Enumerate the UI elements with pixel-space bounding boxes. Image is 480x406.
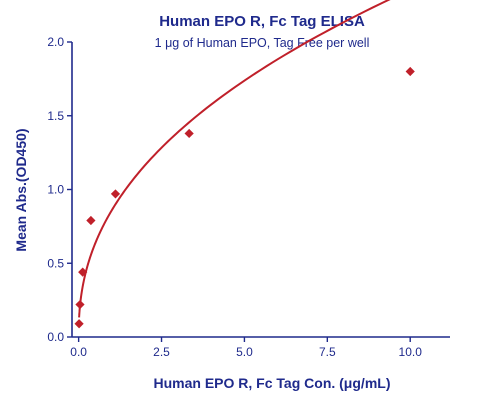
y-axis-title: Mean Abs.(OD450) <box>13 128 29 251</box>
x-tick-label-2: 5.0 <box>236 345 253 359</box>
data-point-0 <box>74 319 84 329</box>
y-tick-label-2: 1.0 <box>47 183 64 197</box>
data-point-5 <box>184 128 194 139</box>
x-tick-label-0: 0.0 <box>70 345 87 359</box>
y-tick-label-4: 2.0 <box>47 35 64 49</box>
y-tick-label-3: 1.5 <box>47 109 64 123</box>
x-tick-label-4: 10.0 <box>399 345 423 359</box>
x-axis: 0.0 2.5 5.0 7.5 10.0 <box>70 336 450 359</box>
data-point-3 <box>86 215 96 226</box>
y-tick-label-0: 0.0 <box>47 330 64 344</box>
chart-title: Human EPO R, Fc Tag ELISA <box>159 13 365 30</box>
data-point-6 <box>405 66 415 77</box>
x-tick-label-3: 7.5 <box>319 345 336 359</box>
data-point-2 <box>78 267 88 277</box>
x-axis-title: Human EPO R, Fc Tag Con. (μg/mL) <box>154 375 391 391</box>
chart-subtitle: 1 μg of Human EPO, Tag Free per well <box>155 36 370 50</box>
data-point-1 <box>75 299 85 310</box>
x-axis-ticks: 0.0 2.5 5.0 7.5 10.0 <box>70 337 422 359</box>
x-tick-label-1: 2.5 <box>153 345 170 359</box>
y-axis: 0.0 0.5 1.0 1.5 2.0 <box>47 35 73 344</box>
data-point-4 <box>110 189 121 199</box>
y-tick-label-1: 0.5 <box>47 256 64 270</box>
plot-area <box>74 0 415 329</box>
y-axis-ticks: 0.0 0.5 1.0 1.5 2.0 <box>47 35 72 344</box>
